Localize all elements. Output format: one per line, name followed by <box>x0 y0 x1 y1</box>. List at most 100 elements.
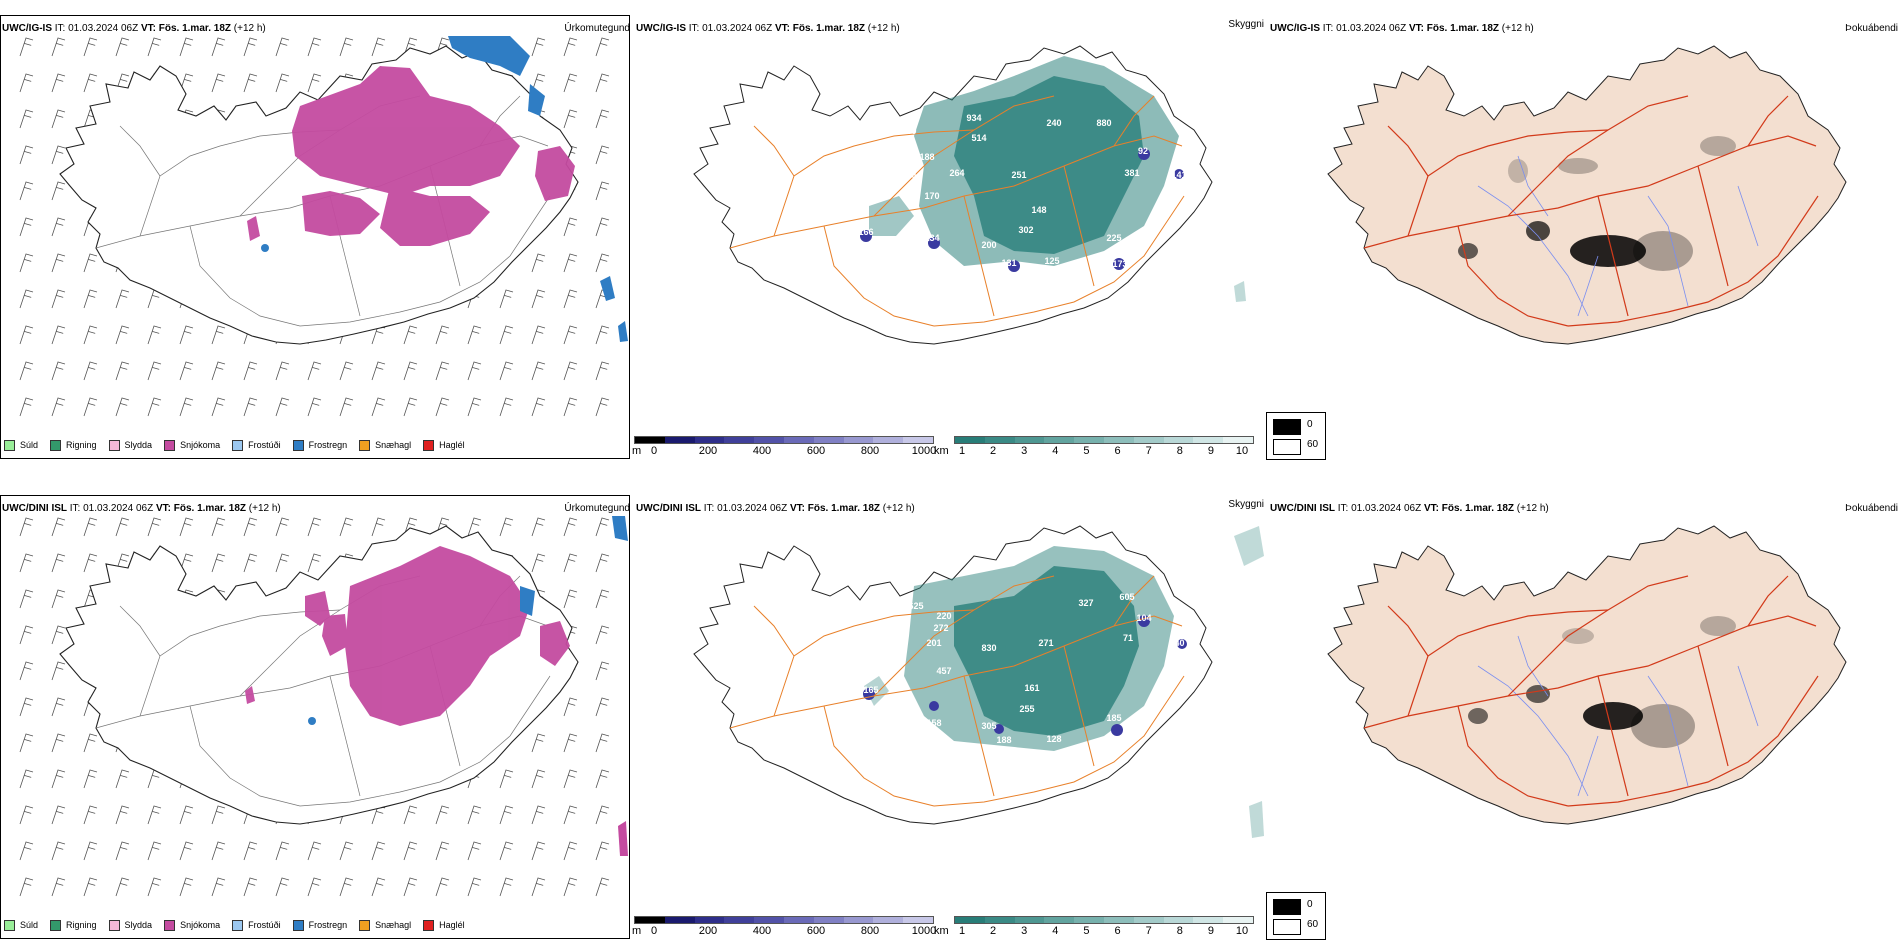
precip-legend-item: Súld <box>4 918 38 932</box>
wind-barb <box>211 325 226 345</box>
road-line <box>773 129 975 237</box>
precip-type-panel: UWC/IG-IS IT: 01.03.2024 06Z VT: Fös. 1.… <box>0 0 632 470</box>
precip-legend-item: Rigning <box>50 438 97 452</box>
wind-barb <box>19 553 34 573</box>
colorbar-tick-label: 1 <box>958 445 966 457</box>
road-line <box>1507 95 1689 217</box>
road-line <box>1507 575 1689 697</box>
wind-barb <box>115 361 130 381</box>
wind-barb <box>115 397 130 417</box>
precip-legend-swatch <box>108 439 120 451</box>
wind-barb <box>403 325 418 345</box>
road-line <box>139 609 341 717</box>
wind-barb <box>499 805 514 825</box>
wind-barb <box>211 517 226 537</box>
panel-header: UWC/DINI ISL IT: 01.03.2024 06Z VT: Fös.… <box>2 502 630 516</box>
road-line <box>773 609 975 717</box>
precip-legend-item: Snæhagl <box>359 918 411 932</box>
road-line <box>933 195 1185 327</box>
wind-barb <box>435 361 450 381</box>
wind-barb <box>115 769 130 789</box>
colorbar-step <box>1193 437 1224 443</box>
road-line <box>189 705 301 807</box>
colorbar-step <box>813 437 844 443</box>
wind-barb <box>595 661 610 681</box>
colorbar-tick-label: 2 <box>990 445 997 457</box>
wind-barb <box>499 397 514 417</box>
precip-legend-swatch <box>108 919 120 931</box>
fog-legend: 0 60 <box>1266 892 1326 940</box>
wind-barb <box>115 841 130 861</box>
visibility-value-label: 134 <box>924 233 939 243</box>
wind-barb <box>51 517 66 537</box>
colorbar-step <box>724 917 755 923</box>
panel-title: Úrkomutegund <box>564 503 630 514</box>
wind-barb <box>211 73 226 93</box>
m-ticks: 0 200 400 600 800 1000 <box>634 445 936 459</box>
low-visibility-area <box>864 526 1264 838</box>
wind-barb <box>19 73 34 93</box>
precip-legend-label: Snæhagl <box>375 440 412 450</box>
wind-barb <box>563 37 578 57</box>
wind-barb <box>19 841 34 861</box>
wind-barb <box>499 877 514 897</box>
road-line <box>1407 609 1609 717</box>
wind-barb <box>115 325 130 345</box>
wind-barb <box>531 877 546 897</box>
precip-legend-label: Slydda <box>124 920 153 930</box>
visibility-value-label: 240 <box>1046 118 1061 128</box>
colorbar-step <box>754 437 784 443</box>
visibility-km-colorbar: 1 2 3 4 5 6 7 8 9 10 km <box>934 436 1254 460</box>
river-line <box>1477 665 1589 797</box>
visibility-value-label: 141 <box>1171 170 1186 180</box>
valid-time: Fös. 1.mar. 18Z <box>1426 23 1500 34</box>
wind-barb <box>51 145 66 165</box>
wind-barb <box>19 109 34 129</box>
model-name: UWC/DINI ISL <box>1270 503 1335 514</box>
precip-type-legend: Súld Rigning Slydda Snjókoma Frostúði Frostre… <box>4 918 477 932</box>
precip-type-legend: Súld Rigning Slydda Snjókoma Frostúði Frostre… <box>4 438 477 452</box>
precip-legend-swatch <box>292 439 304 451</box>
km-unit: km <box>934 925 949 937</box>
colorbar-tick-label: 7 <box>1145 445 1152 457</box>
colorbar-tick-label: 200 <box>698 925 718 937</box>
wind-barb <box>147 841 162 861</box>
colorbar-step <box>1044 437 1075 443</box>
wind-barb <box>83 517 98 537</box>
visibility-value-label: 128 <box>1046 734 1061 744</box>
wind-barb <box>595 253 610 273</box>
very-low-visibility-spots <box>863 615 1187 736</box>
wind-barb <box>83 361 98 381</box>
colorbar-tick-label: 4 <box>1052 925 1059 937</box>
visibility-value-label: 104 <box>1136 613 1151 623</box>
wind-barb <box>563 73 578 93</box>
precip-type-panel: UWC/DINI ISL IT: 01.03.2024 06Z VT: Fös.… <box>0 480 632 950</box>
colorbar-step <box>1193 917 1224 923</box>
wind-barb <box>563 325 578 345</box>
km-ticks: 1 2 3 4 5 6 7 8 9 10 <box>954 925 1254 939</box>
valid-time: Fös. 1.mar. 18Z <box>792 23 866 34</box>
precip-legend-swatch <box>292 919 304 931</box>
precip-legend-label: Rigning <box>66 440 97 450</box>
wind-barb <box>563 697 578 717</box>
colorbar-tick-label: 1 <box>958 925 966 937</box>
wind-barb <box>499 517 514 537</box>
wind-barb <box>595 517 610 537</box>
wind-barb <box>179 805 194 825</box>
model-name: UWC/DINI ISL <box>636 503 701 514</box>
precip-legend-label: Snæhagl <box>375 920 412 930</box>
visibility-value-label: 327 <box>1078 598 1093 608</box>
wind-barb <box>115 37 130 57</box>
wind-barb <box>275 73 290 93</box>
fog-legend-label-0: 0 <box>1307 419 1313 430</box>
wind-barb <box>467 361 482 381</box>
road-line <box>1457 225 1569 327</box>
wind-barb <box>83 289 98 309</box>
wind-barb <box>83 325 98 345</box>
wind-barb <box>19 517 34 537</box>
wind-barb <box>403 37 418 57</box>
wind-barb <box>435 325 450 345</box>
colorbar-step <box>1014 437 1045 443</box>
wind-barb <box>531 289 546 309</box>
river-line <box>1517 635 1549 697</box>
